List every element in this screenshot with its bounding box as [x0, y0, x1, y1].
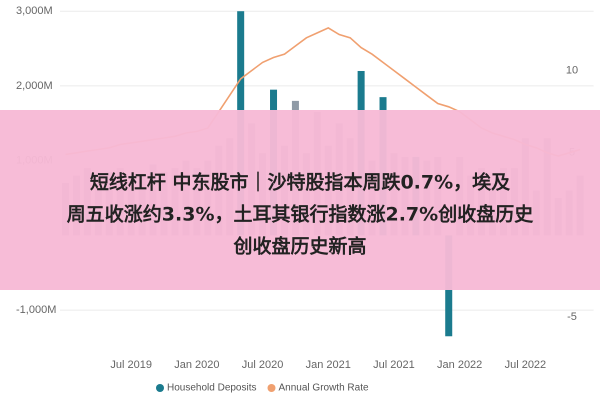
- banner-line: 周五收涨约3.3%，土耳其银行指数涨2.7%创收盘历史: [67, 203, 534, 226]
- legend-marker: [156, 384, 164, 392]
- y2-tick-label: -5: [567, 311, 577, 323]
- y2-tick-label: 10: [566, 65, 578, 77]
- legend-marker: [267, 384, 276, 392]
- x-tick-label: Jul 2020: [242, 359, 284, 371]
- y-tick-label: 2,000M: [16, 80, 53, 92]
- x-tick-label: Jul 2022: [505, 359, 547, 371]
- x-tick-label: Jan 2022: [437, 359, 482, 371]
- y-tick-label: -1,000M: [16, 304, 56, 316]
- x-tick-label: Jan 2020: [174, 359, 219, 371]
- banner: [0, 110, 600, 290]
- y-tick-label: 3,000M: [16, 5, 53, 17]
- x-tick-label: Jan 2021: [306, 359, 351, 371]
- legend: Household Deposits Annual Growth Rate: [156, 383, 369, 394]
- banner-line: 创收盘历史新高: [232, 235, 366, 258]
- legend-label: Household Deposits: [167, 383, 257, 394]
- x-tick-label: Jul 2019: [110, 359, 152, 371]
- legend-label: Annual Growth Rate: [279, 383, 369, 394]
- x-tick-label: Jul 2021: [373, 359, 415, 371]
- banner-line: 短线杠杆 中东股市｜沙特股指本周跌0.7%，埃及: [90, 171, 511, 194]
